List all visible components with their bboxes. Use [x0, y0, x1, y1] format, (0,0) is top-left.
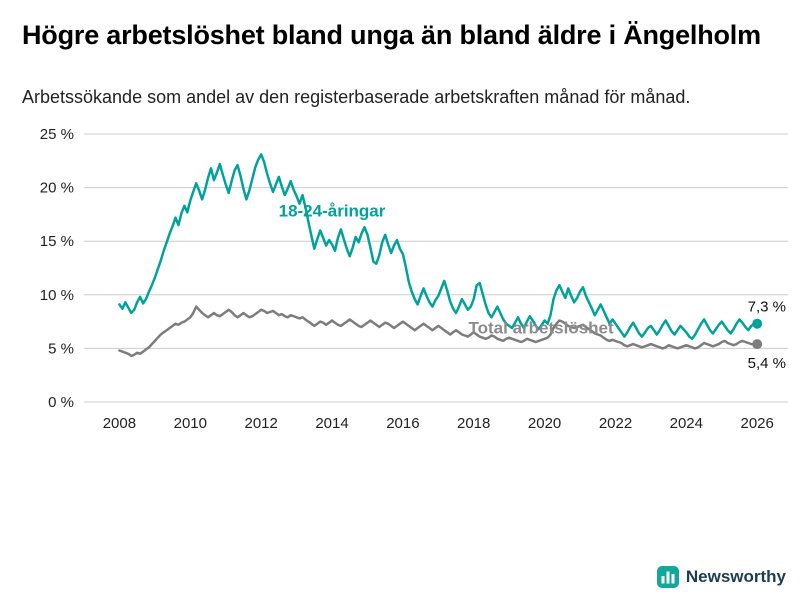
end-value-label: 7,3 % [748, 298, 786, 315]
series-line [118, 305, 759, 357]
x-tick-label: 2010 [174, 415, 207, 432]
x-tick-label: 2016 [386, 415, 419, 432]
chart-page: Högre arbetslöshet bland unga än bland ä… [22, 20, 788, 432]
series-end-dot [752, 318, 763, 329]
x-tick-label: 2026 [741, 415, 774, 432]
x-tick-label: 2018 [457, 415, 490, 432]
series-line [118, 152, 759, 340]
page-title: Högre arbetslöshet bland unga än bland ä… [22, 20, 761, 50]
x-tick-label: 2014 [315, 415, 348, 432]
end-value-label: 5,4 % [748, 355, 786, 372]
y-tick-label: 5 % [48, 340, 74, 357]
unemployment-line-chart: 0 % 5 % 10 % 15 % 20 % 25 % 2008 2010 2012 2014 20… [40, 126, 788, 432]
y-tick-label: 20 % [40, 179, 74, 196]
y-tick-label: 10 % [40, 287, 74, 304]
y-tick-label: 25 % [40, 126, 74, 143]
brand-name: Newsworthy [685, 567, 786, 586]
x-tick-label: 2020 [528, 415, 561, 432]
x-tick-label: 2024 [670, 415, 703, 432]
x-tick-label: 2012 [245, 415, 278, 432]
y-tick-label: 15 % [40, 233, 74, 250]
newsworthy-logo-icon [656, 566, 679, 588]
chart-subtitle: Arbetssökande som andel av den registerb… [22, 86, 691, 107]
series-inline-label: Total arbetslöshet [469, 318, 614, 337]
x-tick-label: 2022 [599, 415, 632, 432]
series-inline-label: 18-24-åringar [279, 201, 386, 220]
y-tick-label: 0 % [48, 394, 74, 411]
series-end-dot [752, 338, 763, 349]
x-tick-label: 2008 [103, 415, 136, 432]
brand-footer: Newsworthy [656, 566, 786, 588]
